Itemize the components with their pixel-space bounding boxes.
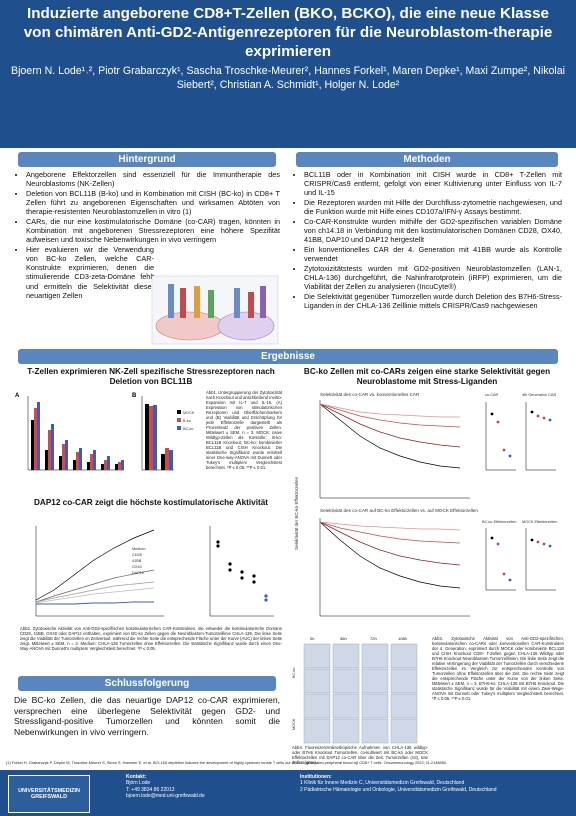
fig3-co-car-points xyxy=(490,412,512,458)
methoden-item: Die Selektivität gegenüber Tumorzellen w… xyxy=(304,292,562,310)
fig1-panel-b-label: B xyxy=(132,393,137,399)
fig3-bcko-points xyxy=(490,536,512,582)
fig2-auc-points xyxy=(216,540,268,602)
fig2-legend-0: Medium xyxy=(132,547,146,551)
fig3-subtitle-1: Selektivität des co-CAR vs. konventionel… xyxy=(320,392,420,397)
fig3-charts: Selektivität des co-CAR vs. konventionel… xyxy=(294,392,557,617)
fig2-caption: Abb2. Zytotoxische Aktivität von Anti-GD… xyxy=(20,626,282,651)
fig4-caption: Abb4. Fluoreszenzmikroskopische Aufnahme… xyxy=(292,745,428,765)
fig2-legend: Medium CD28 41BB OX40 DAP12 xyxy=(132,547,146,575)
hintergrund-list: Angeborene Effektorzellen sind essenziel… xyxy=(14,170,280,300)
fig2-legend-2: 41BB xyxy=(132,559,142,563)
fig1-bar-charts: A B MOCK B-ko BC-ko xyxy=(15,393,195,471)
methoden-item: BCL11B oder in Kombination mit CISH wurd… xyxy=(304,170,562,198)
time-label: 108h xyxy=(398,636,407,641)
microscopy-images xyxy=(303,643,418,744)
inst-head: Institutionen: xyxy=(300,774,332,780)
section-methoden: Methoden xyxy=(296,152,558,167)
section-ergebnisse: Ergebnisse xyxy=(18,349,558,364)
poster-authors: Bjoern N. Lode¹˒², Piotr Grabarczyk¹, Sa… xyxy=(11,65,565,91)
time-label: 36h xyxy=(340,636,347,641)
methoden-list: BCL11B oder in Kombination mit CISH wurd… xyxy=(292,170,562,310)
fig3-mock-points xyxy=(530,538,552,548)
time-label: 0h xyxy=(310,636,315,641)
fig2-charts: Medium CD28 41BB OX40 DAP12 xyxy=(35,526,274,617)
row-label-mock: MOCK xyxy=(292,718,296,730)
hintergrund-item: Angeborene Effektorzellen sind essenziel… xyxy=(26,170,280,188)
methoden-item: Die Rezeptoren wurden mit Hilfe der Durc… xyxy=(304,198,562,216)
university-logo: UNIVERSITÄTSMEDIZIN GREIFSWALD xyxy=(8,775,90,813)
fig2-legend-4: DAP12 xyxy=(132,571,144,575)
fig3-title: BC-ko Zellen mit co-CARs zeigen eine sta… xyxy=(303,367,551,386)
poster-header: Induzierte angeborene CD8+T-Zellen (BKO,… xyxy=(0,0,576,148)
fig3-subtitle-2: Selektivität des co-CAR auf BC-ko Effekt… xyxy=(320,508,478,513)
fig1-title: T-Zellen exprimieren NK-Zell spezifische… xyxy=(27,367,275,386)
fig3-panel-mock: MOCK Effektorzellen xyxy=(522,520,557,524)
contact-phone: T: +49 3834 86 22013 xyxy=(126,786,175,793)
fig2-viability-lines xyxy=(35,529,155,605)
fig3-panel-co-car: co-CAR xyxy=(485,393,499,397)
fig1-legend-bcko: BC-ko xyxy=(183,427,194,431)
fig2-legend-1: CD28 xyxy=(132,553,142,557)
methoden-item: Zytotoxizitätstests wurden mit GD2-posit… xyxy=(304,264,562,292)
fig1-panel-b-bars xyxy=(145,404,173,470)
time-label: 72h xyxy=(370,636,377,641)
fig1-legend-bko: B-ko xyxy=(183,419,191,423)
contact-head: Kontakt: xyxy=(126,774,147,780)
contact-mail[interactable]: bjoern.lode@med.uni-greifswald.de xyxy=(126,793,205,800)
row-label-bcko: BC-ko xyxy=(292,667,296,678)
contact-block: Kontakt: Björn Lode T: +49 3834 86 22013… xyxy=(126,774,205,800)
section-schlussfolgerung: Schlussfolgerung xyxy=(18,676,276,691)
fig3-caption: Abb3. Zytotoxische Aktivität von Anti-GD… xyxy=(432,636,564,701)
fig3-4th-points xyxy=(530,410,552,422)
references: (1) Forkel H, Grabarczyk P, Depke M, Tro… xyxy=(6,760,448,765)
logo-text: UNIVERSITÄTSMEDIZIN GREIFSWALD xyxy=(18,788,80,800)
hintergrund-item: CARs, die nur eine kostimulatorische Dom… xyxy=(26,217,280,245)
fig4-microscopy-grid: BC-ko MOCK xyxy=(292,643,418,744)
section-hintergrund: Hintergrund xyxy=(18,152,276,167)
hintergrund-item: Deletion von BCL11B (B-ko) und in Kombin… xyxy=(26,189,280,217)
fig3-ylabel: Selektivität der BC-ko Effektorzellen xyxy=(294,476,299,550)
inst-2: 2 Pädiatrische Hämatologie und Onkologie… xyxy=(300,786,497,793)
fig1-legend: MOCK B-ko BC-ko xyxy=(177,410,195,431)
contact-name: Björn Lode xyxy=(126,780,151,787)
fig2-title: DAP12 co-CAR zeigt die höchste kostimula… xyxy=(34,498,268,507)
methoden-item: Co-CAR-Konstrukte wurden mithilfe der GD… xyxy=(304,217,562,245)
conclusion-text: Die BC-ko Zellen, die das neuartige DAP1… xyxy=(14,695,280,737)
fig1-legend-mock: MOCK xyxy=(183,411,195,415)
fig1-caption: Abb1. Untergruppierung der Zytotoxizität… xyxy=(206,390,282,470)
car-schematic-illustration xyxy=(151,275,279,345)
poster-title: Induzierte angeborene CD8+T-Zellen (BKO,… xyxy=(23,5,553,60)
fig3-panel-4th: 4th Generation CAR xyxy=(522,393,556,397)
fig1-panel-a-bars xyxy=(31,402,124,470)
fig1-panel-a-label: A xyxy=(15,393,20,399)
hintergrund-item: Hier evaluieren wir die Verwendung von B… xyxy=(26,245,154,300)
fig3-top-lines xyxy=(319,403,461,469)
inst-1: 1 Klinik für Innere Medizin C, Universit… xyxy=(300,780,465,787)
fig3-panel-bcko: BC-ko Effektorzellen xyxy=(482,520,517,524)
fig2-legend-3: OX40 xyxy=(132,565,142,569)
poster-footer: UNIVERSITÄTSMEDIZIN GREIFSWALD Kontakt: … xyxy=(0,770,576,816)
institutions-block: Institutionen: 1 Klinik für Innere Mediz… xyxy=(300,774,497,793)
fig3-bottom-lines xyxy=(319,521,461,589)
methoden-item: Ein konventionelles CAR der 4. Generatio… xyxy=(304,245,562,263)
